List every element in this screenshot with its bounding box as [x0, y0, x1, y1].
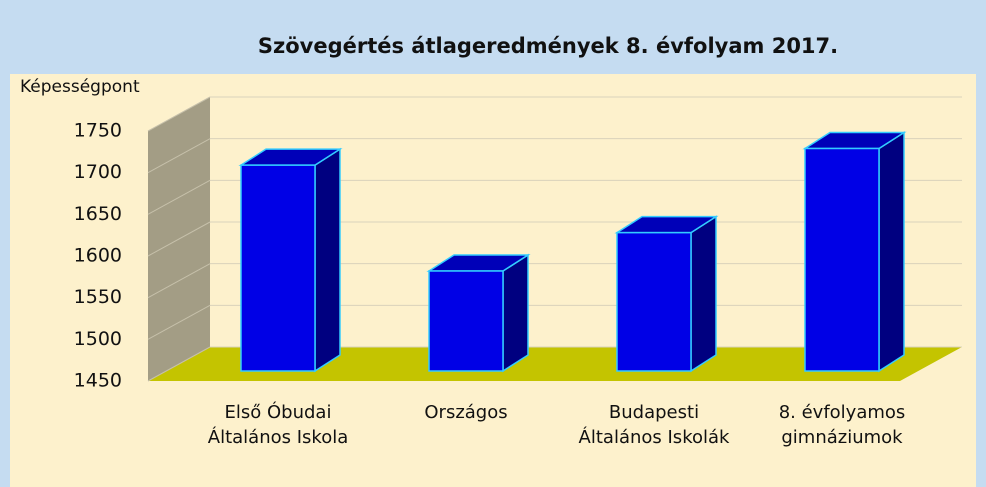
bar: [428, 270, 504, 372]
x-tick-label: Budapesti Általános Iskolák: [578, 402, 730, 448]
y-tick-label: 1450: [74, 370, 122, 392]
bar-side: [690, 215, 717, 373]
y-tick-label: 1500: [74, 328, 122, 350]
bar-side: [314, 147, 341, 373]
grid-line: [147, 96, 211, 132]
x-tick-label: Első Óbudai Általános Iskola: [207, 402, 349, 448]
y-axis-label: Képességpont: [20, 77, 140, 97]
bar-side: [878, 131, 905, 373]
bar: [616, 231, 692, 372]
y-tick-label: 1700: [74, 161, 122, 183]
x-tick-label: 8. évfolyamos gimnáziumok: [778, 402, 906, 448]
chart-title: Szövegértés átlageredmények 8. évfolyam …: [258, 34, 838, 58]
grid-line: [147, 263, 211, 299]
y-tick-label: 1750: [74, 120, 122, 142]
x-tick-label: Országos: [424, 402, 508, 423]
grid-line: [147, 304, 211, 340]
grid-line: [147, 179, 211, 215]
bar-side: [502, 253, 529, 373]
grid-line: [147, 221, 211, 257]
floor: [148, 347, 962, 381]
bar: [804, 147, 880, 372]
grid-line: [147, 138, 211, 174]
y-tick-label: 1600: [74, 245, 122, 267]
bar: [240, 164, 316, 372]
y-tick-label: 1550: [74, 286, 122, 308]
grid-line: [147, 346, 211, 382]
y-tick-label: 1650: [74, 203, 122, 225]
